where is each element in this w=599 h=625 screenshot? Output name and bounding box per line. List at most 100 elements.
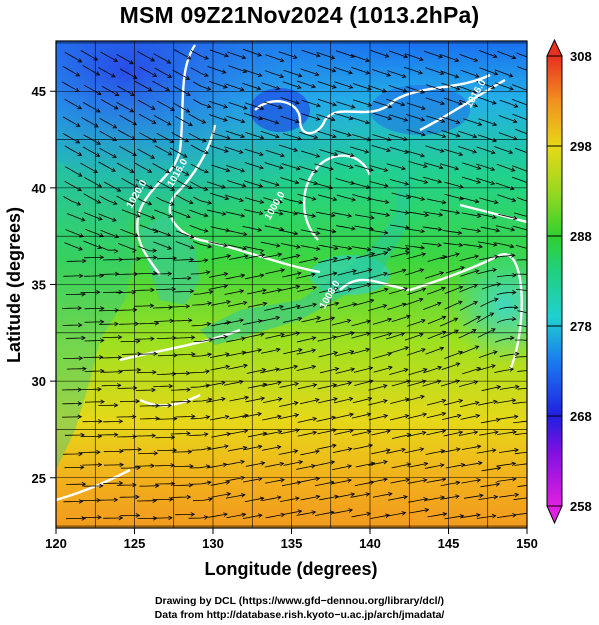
streamline [247,432,267,438]
streamline [98,323,119,325]
streamline [406,253,426,260]
streamline-arrow [420,89,425,94]
streamline-arrow [191,414,196,419]
streamline-arrow [491,513,497,519]
streamline-arrow [166,121,172,126]
streamline [172,451,192,453]
streamline [278,229,298,235]
streamline [261,446,281,451]
streamline-arrow [331,68,337,73]
streamline-arrow [331,84,337,89]
streamline [440,481,460,486]
streamline [227,302,247,307]
streamline [189,209,208,217]
streamline-arrow [205,270,211,275]
streamline [334,398,353,404]
streamline-arrow [171,286,177,292]
streamline-arrow [474,198,480,204]
streamline [334,112,353,120]
streamline-arrow [387,352,393,357]
streamline-arrow [439,148,445,153]
streamline-arrow [113,249,119,254]
streamline [389,415,409,421]
streamline-arrow [439,70,445,75]
streamline [226,351,246,357]
streamline-arrow [77,172,83,177]
streamline [62,416,82,418]
streamline-arrow [370,252,376,257]
streamline [334,413,354,419]
streamline-arrow [532,326,536,330]
streamline [190,370,210,374]
streamline-arrow [79,233,85,238]
streamline-arrow [114,233,120,239]
streamline [514,451,527,455]
streamline-arrow [441,398,447,404]
streamline-arrow [77,151,83,156]
streamline-arrow [330,117,336,122]
streamline-arrow [388,365,393,371]
streamline-arrow [132,121,138,126]
streamline-arrow [494,430,499,435]
streamline-arrow [78,499,84,504]
streamline [427,130,446,138]
streamline-arrow [261,367,267,373]
streamline [463,315,481,326]
streamline-arrow [150,463,155,469]
streamline-arrow [492,242,498,247]
streamline [299,131,318,139]
streamline-arrow [529,511,533,515]
streamline-arrow [203,515,209,520]
streamline-arrow [455,494,460,499]
streamline [261,82,280,90]
streamline [116,102,134,113]
streamline [120,258,141,260]
streamline-arrow [295,244,301,249]
streamline [460,415,480,420]
streamline [296,465,316,470]
streamline-arrow [474,269,480,274]
streamline [476,449,496,454]
streamline [372,352,392,359]
streamline-arrow [330,460,336,465]
streamline-arrow [168,213,173,218]
streamline-arrow [455,210,461,215]
streamline-arrow [419,332,424,338]
streamline [513,512,527,516]
streamline [264,162,284,169]
streamline [84,401,105,403]
streamline-arrow [458,285,464,290]
streamline-arrow [75,122,81,127]
streamline [462,162,481,170]
streamline-arrow [111,167,116,172]
streamline [171,496,191,498]
streamline-arrow [436,379,442,384]
streamline [481,467,501,472]
streamline [174,290,194,293]
streamline-arrow [239,197,244,203]
streamline-arrow [78,322,83,328]
streamline [280,332,300,338]
streamline-arrow [294,100,300,105]
x-tick-label: 135 [281,536,303,551]
streamline [318,398,338,404]
streamline [422,366,442,374]
streamline [225,165,245,172]
streamline [476,312,494,323]
streamline [283,69,302,77]
streamline [119,68,137,79]
streamline-arrow [351,197,357,202]
streamline-arrow [531,249,535,253]
streamline [477,213,497,219]
streamline-arrow [529,133,533,137]
streamline [332,212,352,217]
streamline [190,163,209,173]
streamline-arrow [224,195,230,201]
streamline [225,83,245,91]
streamline [224,381,244,386]
streamline-arrow [332,196,338,202]
streamline [427,513,447,518]
streamline-arrow [422,478,428,483]
streamline [62,65,80,77]
streamline-arrow [135,398,141,404]
